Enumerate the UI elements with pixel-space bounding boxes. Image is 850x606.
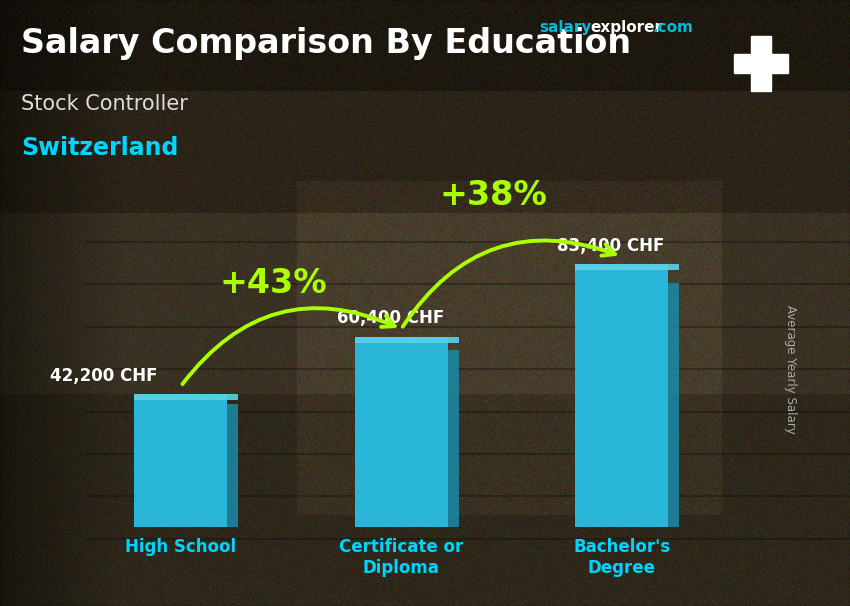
Bar <box>575 264 668 527</box>
Bar <box>134 395 238 400</box>
Text: .com: .com <box>653 20 694 35</box>
Text: explorer: explorer <box>590 20 662 35</box>
Bar <box>227 404 238 527</box>
Text: Switzerland: Switzerland <box>21 136 178 161</box>
Text: +43%: +43% <box>219 267 327 300</box>
Text: 60,400 CHF: 60,400 CHF <box>337 310 444 327</box>
Text: Average Yearly Salary: Average Yearly Salary <box>784 305 797 434</box>
Text: +38%: +38% <box>440 179 547 211</box>
Bar <box>355 337 459 342</box>
Bar <box>134 395 227 527</box>
Bar <box>575 264 679 270</box>
Text: 83,400 CHF: 83,400 CHF <box>557 237 665 255</box>
Bar <box>668 283 679 527</box>
Text: 42,200 CHF: 42,200 CHF <box>50 367 157 385</box>
Text: Stock Controller: Stock Controller <box>21 94 188 114</box>
Text: salary: salary <box>540 20 592 35</box>
Bar <box>734 54 788 73</box>
Bar <box>751 36 771 92</box>
Bar <box>447 350 459 527</box>
Text: Salary Comparison By Education: Salary Comparison By Education <box>21 27 632 60</box>
Bar <box>355 337 447 527</box>
